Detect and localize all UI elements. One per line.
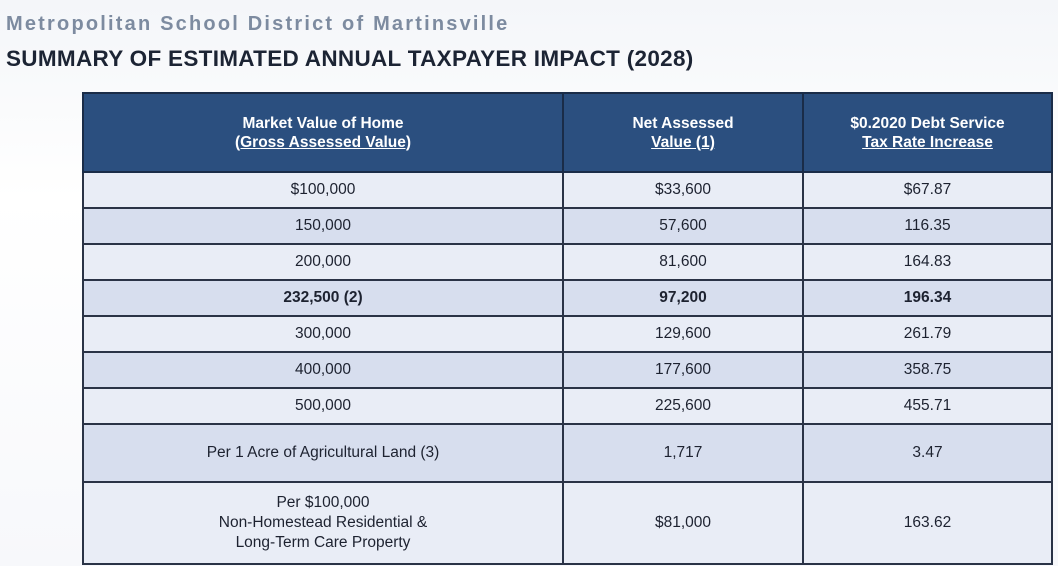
cell-net-assessed: 81,600 [562,243,804,281]
cell-line: Long-Term Care Property [235,534,411,551]
taxpayer-impact-table: Market Value of Home (Gross Assessed Val… [82,92,1053,565]
cell-net-assessed: 129,600 [562,315,804,353]
table-row: 400,000 177,600 358.75 [82,351,1053,389]
cell-market-value: 400,000 [82,351,564,389]
column-header-market-value: Market Value of Home (Gross Assessed Val… [82,92,564,173]
cell-market-value: 500,000 [82,387,564,425]
cell-net-assessed: 225,600 [562,387,804,425]
cell-line: Per $100,000 [276,494,370,511]
table-row: 200,000 81,600 164.83 [82,243,1053,281]
header-line: (Gross Assessed Value) [234,133,412,151]
cell-market-value: Per $100,000 Non-Homestead Residential &… [82,481,564,565]
page-title: SUMMARY OF ESTIMATED ANNUAL TAXPAYER IMP… [6,46,694,71]
cell-net-assessed: 1,717 [562,423,804,483]
cell-tax-increase: 116.35 [802,207,1053,245]
cell-net-assessed: 177,600 [562,351,804,389]
cell-net-assessed: $81,000 [562,481,804,565]
column-header-net-assessed: Net Assessed Value (1) [562,92,804,173]
column-header-tax-rate-increase: $0.2020 Debt Service Tax Rate Increase [802,92,1053,173]
cell-market-value: 200,000 [82,243,564,281]
cell-tax-increase: 455.71 [802,387,1053,425]
cell-line: Non-Homestead Residential & [218,514,428,531]
cell-tax-increase: 163.62 [802,481,1053,565]
table-header-row: Market Value of Home (Gross Assessed Val… [82,92,1053,173]
header-line: Market Value of Home [242,114,404,132]
header-line: $0.2020 Debt Service [850,114,1005,132]
cell-market-value: 232,500 (2) [82,279,564,317]
table-row: $100,000 $33,600 $67.87 [82,171,1053,209]
table-row: 300,000 129,600 261.79 [82,315,1053,353]
cell-net-assessed: 97,200 [562,279,804,317]
table-row-highlighted: 232,500 (2) 97,200 196.34 [82,279,1053,317]
header-line: Value (1) [651,133,715,151]
header-line: Net Assessed [632,114,734,132]
cell-market-value: $100,000 [82,171,564,209]
table-row: Per $100,000 Non-Homestead Residential &… [82,481,1053,565]
cell-net-assessed: 57,600 [562,207,804,245]
cell-tax-increase: 3.47 [802,423,1053,483]
cell-market-value: 300,000 [82,315,564,353]
table-row: 150,000 57,600 116.35 [82,207,1053,245]
table-row: 500,000 225,600 455.71 [82,387,1053,425]
organization-name: Metropolitan School District of Martinsv… [6,13,510,35]
cell-tax-increase: 164.83 [802,243,1053,281]
cell-net-assessed: $33,600 [562,171,804,209]
cell-market-value: Per 1 Acre of Agricultural Land (3) [82,423,564,483]
cell-tax-increase: $67.87 [802,171,1053,209]
cell-tax-increase: 196.34 [802,279,1053,317]
header-line: Tax Rate Increase [862,133,993,151]
table-row: Per 1 Acre of Agricultural Land (3) 1,71… [82,423,1053,483]
cell-tax-increase: 261.79 [802,315,1053,353]
cell-market-value: 150,000 [82,207,564,245]
cell-tax-increase: 358.75 [802,351,1053,389]
